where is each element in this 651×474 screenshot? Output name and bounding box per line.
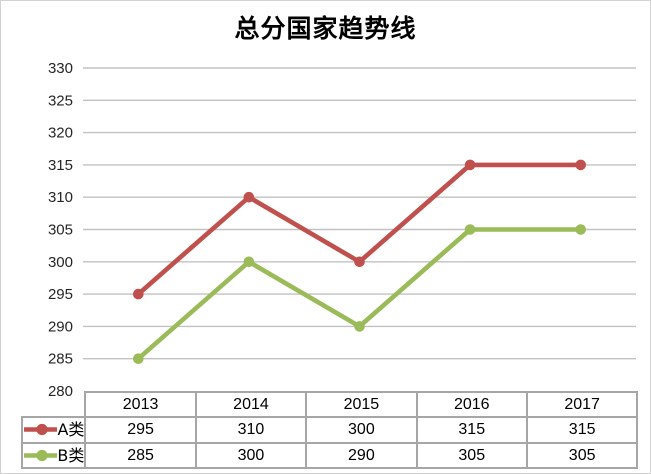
year-header-cell: 2013 xyxy=(84,390,197,419)
y-axis-label: 310 xyxy=(48,189,73,206)
value-cell: 300 xyxy=(305,416,418,444)
data-point xyxy=(464,224,476,235)
data-point xyxy=(243,191,255,203)
legend-marker-icon xyxy=(36,424,48,436)
value-cell: 295 xyxy=(84,416,197,444)
value-cell: 305 xyxy=(525,441,639,469)
legend-key: B类 xyxy=(24,445,85,466)
legend-cell: B类 xyxy=(20,441,87,469)
y-axis-label: 305 xyxy=(48,222,73,239)
y-axis-label: 295 xyxy=(48,286,73,303)
year-header-cell: 2017 xyxy=(525,390,639,419)
value-cell: 315 xyxy=(525,416,639,444)
y-axis-label: 330 xyxy=(48,60,73,77)
y-axis-label: 280 xyxy=(48,383,73,400)
year-header-cell: 2014 xyxy=(194,390,308,419)
data-point xyxy=(133,353,144,365)
table-header-row: 2013 2014 2015 2016 2017 xyxy=(22,390,639,419)
y-axis-label: 300 xyxy=(48,254,73,271)
value-cell: 285 xyxy=(84,441,197,469)
legend-label: A类 xyxy=(57,420,85,440)
data-point xyxy=(354,321,365,332)
data-point xyxy=(243,256,255,268)
table-series-row: A类 295 310 300 315 315 xyxy=(20,416,639,444)
legend-cell: A类 xyxy=(20,416,87,444)
data-point xyxy=(575,224,586,235)
y-axis-label: 315 xyxy=(48,157,73,174)
plot-area: 280 285 290 295 300 305 310 315 320 325 330 xyxy=(48,60,636,400)
value-cell: 315 xyxy=(415,416,528,444)
value-cell: 290 xyxy=(305,441,418,469)
legend-key-icon xyxy=(24,424,58,436)
legend-label: B类 xyxy=(57,445,85,465)
legend-key-icon xyxy=(24,449,58,461)
data-point xyxy=(133,288,144,300)
table-series-row: B类 285 300 290 305 305 xyxy=(20,441,639,469)
data-point xyxy=(354,256,365,268)
y-axis-label: 290 xyxy=(48,318,73,335)
legend-marker-icon xyxy=(36,449,48,461)
y-axis-label: 285 xyxy=(48,351,73,368)
chart-title: 总分国家趋势线 xyxy=(234,14,417,43)
year-header-cell: 2016 xyxy=(415,390,528,419)
value-cell: 310 xyxy=(194,416,308,444)
table-corner-blank xyxy=(22,392,85,417)
data-point xyxy=(464,159,476,171)
year-header-cell: 2015 xyxy=(305,390,418,419)
data-table: 2013 2014 2015 2016 2017 A类 295 310 300 315 315 B类 2… xyxy=(20,390,639,469)
data-point xyxy=(575,159,586,171)
value-cell: 300 xyxy=(194,441,308,469)
value-cell: 305 xyxy=(415,441,528,469)
y-axis-label: 325 xyxy=(48,92,73,109)
legend-key: A类 xyxy=(24,419,85,440)
y-axis-label: 320 xyxy=(48,125,73,142)
